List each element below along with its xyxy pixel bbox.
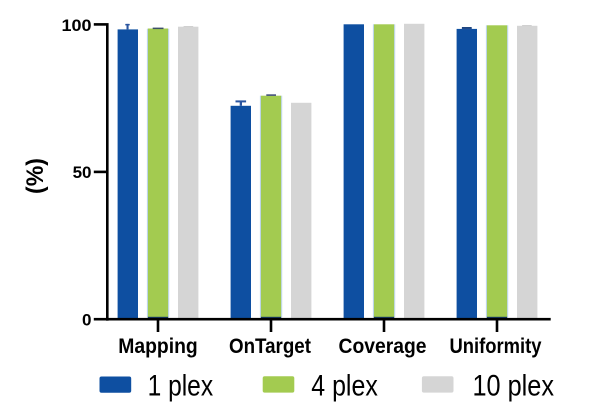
svg-text:4 plex: 4 plex [311, 370, 378, 403]
svg-text:Uniformity: Uniformity [450, 335, 542, 358]
svg-text:Coverage: Coverage [339, 335, 427, 358]
svg-text:10 plex: 10 plex [473, 370, 555, 403]
svg-text:0: 0 [82, 310, 91, 329]
svg-text:OnTarget: OnTarget [229, 335, 311, 358]
svg-text:(%): (%) [22, 158, 49, 194]
svg-text:50: 50 [73, 163, 92, 182]
svg-text:100: 100 [62, 16, 92, 35]
svg-text:Mapping: Mapping [118, 335, 198, 358]
svg-text:1 plex: 1 plex [148, 370, 214, 403]
